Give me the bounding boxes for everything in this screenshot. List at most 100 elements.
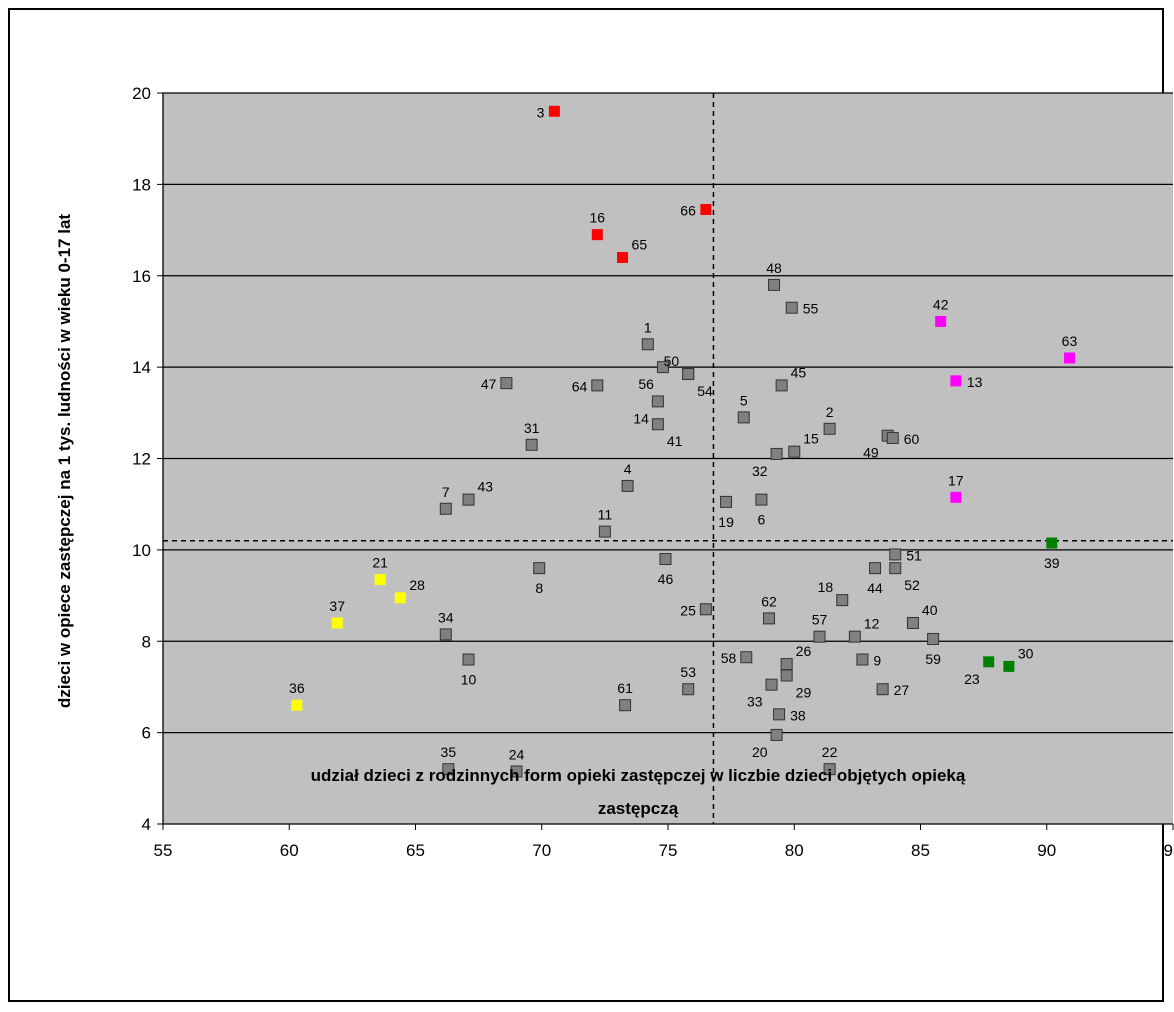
- data-point-44: [869, 562, 882, 575]
- data-point-38: [773, 708, 786, 721]
- data-point-25: [699, 603, 712, 616]
- point-label-5: 5: [740, 392, 748, 408]
- point-label-32: 32: [752, 463, 768, 479]
- point-label-29: 29: [796, 685, 812, 701]
- point-label-24: 24: [509, 746, 525, 762]
- point-label-13: 13: [967, 374, 983, 390]
- point-label-43: 43: [478, 479, 494, 495]
- point-label-50: 50: [664, 353, 680, 369]
- point-label-6: 6: [758, 512, 766, 528]
- point-label-1: 1: [644, 319, 652, 335]
- point-label-10: 10: [461, 672, 477, 688]
- data-point-34: [439, 628, 452, 641]
- y-tick-label: 20: [132, 84, 151, 103]
- point-label-16: 16: [590, 210, 606, 226]
- data-point-57: [813, 630, 826, 643]
- data-point-18: [836, 594, 849, 607]
- data-point-17: [950, 491, 962, 503]
- data-point-20: [770, 728, 783, 741]
- data-point-56: [656, 361, 669, 374]
- data-point-29: [780, 669, 793, 682]
- point-label-17: 17: [948, 472, 964, 488]
- x-tick-label: 55: [154, 841, 173, 860]
- y-tick-label: 16: [132, 267, 151, 286]
- data-point-46: [659, 553, 672, 566]
- x-tick-label: 95: [1164, 841, 1174, 860]
- point-label-26: 26: [796, 643, 812, 659]
- data-point-13: [950, 375, 962, 387]
- point-label-18: 18: [818, 579, 834, 595]
- point-label-47: 47: [481, 376, 497, 392]
- y-tick-label: 12: [132, 450, 151, 469]
- point-label-9: 9: [873, 653, 881, 669]
- y-axis-title: dzieci w opiece zastępczej na 1 tys. lud…: [55, 214, 74, 708]
- data-point-63: [1063, 352, 1075, 364]
- point-label-42: 42: [933, 296, 949, 312]
- point-label-31: 31: [524, 420, 540, 436]
- data-point-32: [770, 447, 783, 460]
- data-point-28: [394, 592, 406, 604]
- point-label-48: 48: [766, 260, 782, 276]
- point-label-59: 59: [925, 651, 941, 667]
- point-label-7: 7: [442, 484, 450, 500]
- data-point-61: [619, 699, 632, 712]
- point-label-58: 58: [721, 650, 737, 666]
- data-point-19: [720, 495, 733, 508]
- reference-lines: [163, 93, 1173, 824]
- x-tick-label: 75: [659, 841, 678, 860]
- data-point-26: [780, 658, 793, 671]
- data-point-10: [462, 653, 475, 666]
- data-point-58: [740, 651, 753, 664]
- data-points: [291, 105, 1075, 778]
- data-point-4: [621, 479, 634, 492]
- point-label-22: 22: [822, 744, 838, 760]
- point-label-65: 65: [632, 236, 648, 252]
- data-point-45: [775, 379, 788, 392]
- point-label-37: 37: [329, 598, 345, 614]
- data-point-5: [737, 411, 750, 424]
- data-point-51: [889, 548, 902, 561]
- data-point-48: [768, 278, 781, 291]
- point-label-39: 39: [1044, 555, 1060, 571]
- y-tick-label: 4: [142, 815, 151, 834]
- data-point-42: [935, 315, 947, 327]
- data-point-15: [788, 445, 801, 458]
- point-labels: 1234567891011121314151617181920212223242…: [289, 104, 1077, 762]
- x-tick-label: 60: [280, 841, 299, 860]
- point-label-34: 34: [438, 609, 454, 625]
- y-tick-label: 10: [132, 541, 151, 560]
- point-label-64: 64: [572, 378, 588, 394]
- point-label-61: 61: [617, 680, 633, 696]
- data-point-53: [682, 683, 695, 696]
- data-point-8: [533, 562, 546, 575]
- point-label-54: 54: [697, 383, 713, 399]
- x-axis-title-line-2: zastępczą: [598, 799, 679, 818]
- data-point-24: [510, 765, 523, 778]
- data-point-39: [1046, 537, 1058, 549]
- point-label-8: 8: [535, 580, 543, 596]
- point-label-44: 44: [867, 580, 883, 596]
- point-label-33: 33: [747, 694, 763, 710]
- data-point-47: [500, 377, 513, 390]
- data-point-62: [763, 612, 775, 625]
- point-label-30: 30: [1018, 645, 1034, 661]
- data-point-12: [848, 630, 861, 643]
- point-label-46: 46: [658, 571, 674, 587]
- data-point-21: [374, 574, 386, 586]
- data-point-66: [700, 204, 712, 216]
- point-label-56: 56: [638, 376, 654, 392]
- data-point-35: [442, 763, 455, 776]
- data-point-1: [641, 338, 654, 351]
- data-point-40: [906, 616, 919, 629]
- y-tick-label: 18: [132, 175, 151, 194]
- point-label-49: 49: [863, 445, 879, 461]
- point-label-51: 51: [906, 547, 922, 563]
- point-label-28: 28: [409, 577, 425, 593]
- data-point-11: [598, 525, 611, 538]
- data-point-64: [591, 379, 604, 392]
- data-point-41: [651, 418, 664, 431]
- data-point-55: [785, 301, 798, 314]
- y-tick-label: 8: [142, 632, 151, 651]
- data-point-7: [439, 502, 452, 515]
